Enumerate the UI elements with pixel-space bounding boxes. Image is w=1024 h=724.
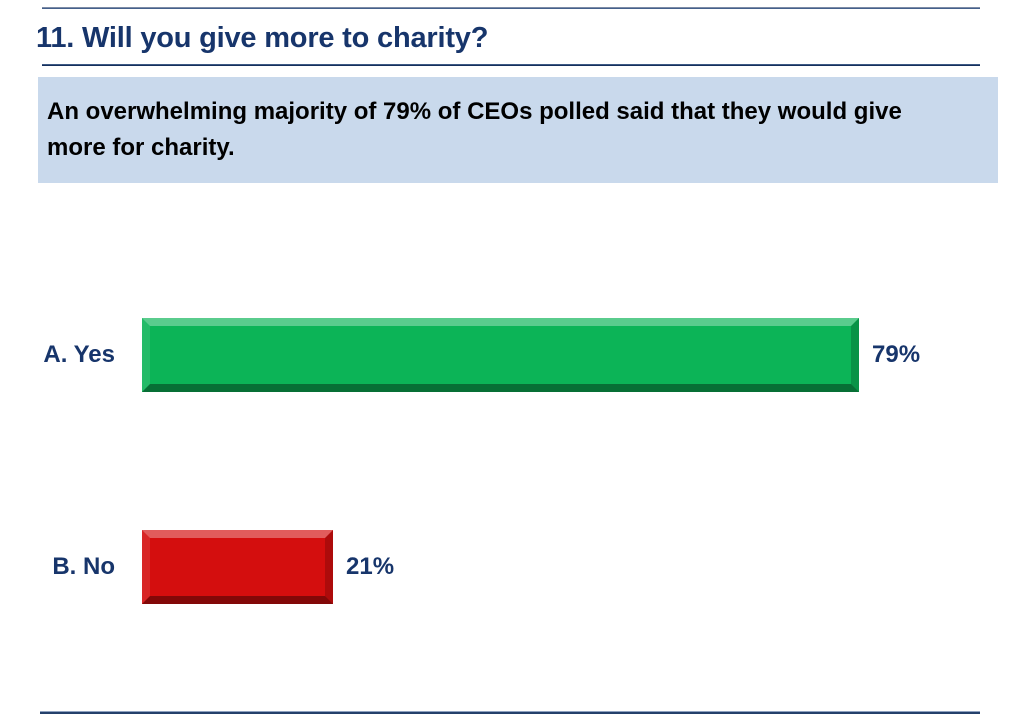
value-label-yes: 79% — [872, 341, 921, 368]
page-title: 11. Will you give more to charity? — [36, 22, 489, 54]
summary-box: An overwhelming majority of 79% of CEOs … — [38, 77, 998, 183]
title-underline — [42, 64, 980, 66]
bar-row-yes: A. Yes 79% — [0, 318, 1024, 392]
category-label-no: B. No — [52, 553, 115, 580]
bar-no — [142, 530, 333, 604]
summary-text: An overwhelming majority of 79% of CEOs … — [47, 98, 902, 161]
category-label-yes: A. Yes — [43, 341, 115, 368]
value-label-no: 21% — [346, 553, 395, 580]
bar-yes — [142, 318, 859, 392]
top-rule — [42, 7, 980, 9]
bottom-rule — [40, 711, 980, 714]
bar-row-no: B. No 21% — [0, 530, 1024, 604]
